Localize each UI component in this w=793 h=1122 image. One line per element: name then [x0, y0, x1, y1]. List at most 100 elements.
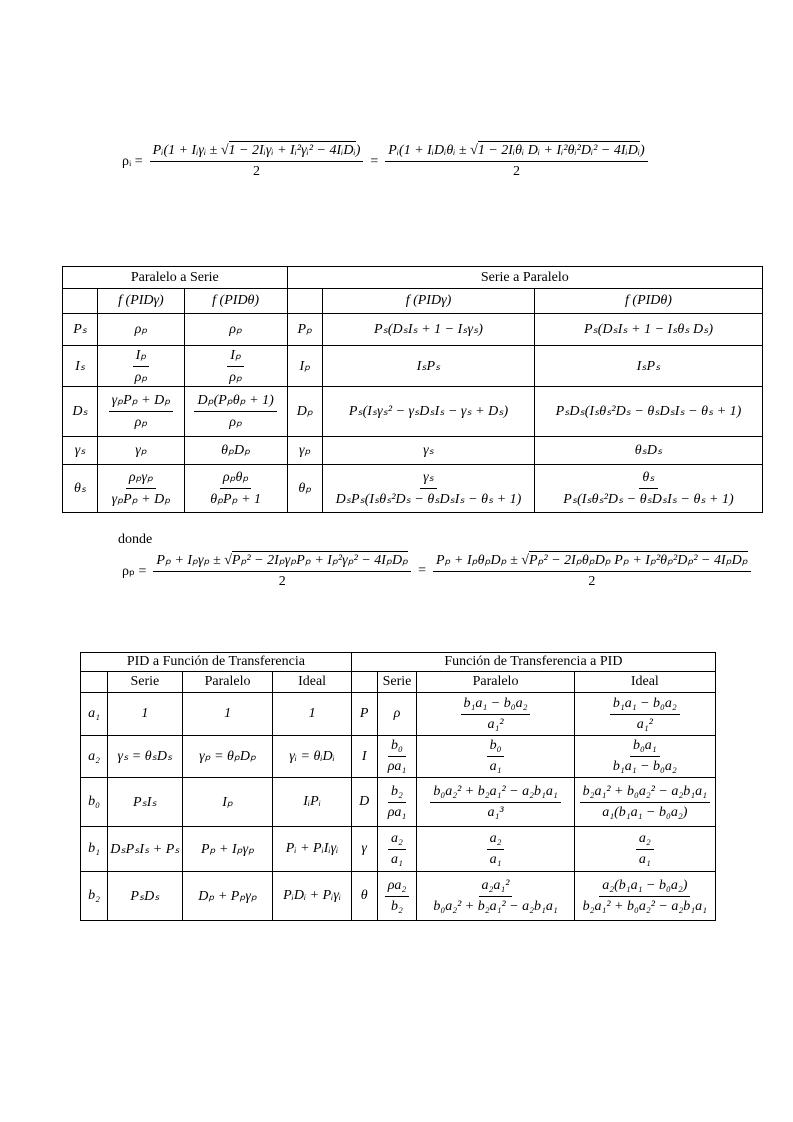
column-header: Ideal	[573, 671, 717, 693]
denominator: γₚPₚ + Dₚ	[111, 492, 171, 507]
fraction: ρₚθₚ θₚPₚ + 1	[207, 469, 264, 508]
fraction: b₂ ρa₁	[385, 784, 410, 821]
fraction: Pₚ + IₚθₚDₚ ± √Pₚ² − 2IₚθₚDₚ Pₚ + Iₚ²θₚ²…	[432, 551, 751, 590]
formula-text: P	[359, 706, 369, 721]
formula-text: 1	[141, 706, 149, 721]
formula-text: IₛPₛ	[636, 358, 661, 374]
formula-text: θₛ	[74, 481, 87, 496]
formula-cell: ρₚ	[183, 313, 288, 346]
fraction: a₂ a₁	[388, 831, 406, 868]
formula-cell: γₚ	[97, 436, 185, 465]
row-label: γ	[350, 826, 378, 872]
formula-text: I	[361, 748, 367, 764]
formula-cell: Dₚ + Pₚγₚ	[181, 871, 274, 921]
denominator: ρₚ	[229, 369, 242, 385]
numerator-prefix: Pᵢ(1 + IᵢDᵢθᵢ ± √	[388, 143, 478, 158]
formula-text: D	[359, 794, 370, 809]
denominator: a₁(b₁a₁ − b₀a₂)	[602, 804, 688, 820]
denominator: DₛPₛ(Iₛθₛ²Dₛ − θₛDₛIₛ − θₛ + 1)	[335, 492, 522, 507]
formula-cell: b₀ a₁	[416, 735, 575, 778]
radicand: 1 − 2Iᵢγᵢ + Iᵢ²γᵢ² − 4IᵢDᵢ	[228, 141, 356, 158]
numerator: ρₚθₚ	[219, 469, 252, 489]
formula-cell: DₛPₛIₛ + Pₛ	[107, 826, 183, 872]
fraction: a₂ a₁	[635, 831, 654, 868]
denominator: b₂a₁² + b₀a₂² − a₂b₁a₁	[582, 898, 707, 914]
fraction: b₂a₁² + b₀a₂² − a₂b₁a₁ a₁(b₁a₁ − b₀a₂)	[579, 784, 710, 821]
denominator: a₁²	[487, 716, 504, 732]
column-header: f (PIDγ)	[321, 288, 535, 314]
denominator: a₁	[489, 851, 502, 867]
denominator: θₚPₚ + 1	[210, 492, 262, 507]
row-label: Pₛ	[61, 313, 99, 346]
fraction: Pᵢ(1 + IᵢDᵢθᵢ ± √1 − 2Iᵢθᵢ Dᵢ + Iᵢ²θᵢ²Dᵢ…	[385, 141, 648, 180]
formula-cell: Iₚ ρₚ	[97, 345, 185, 387]
column-header: f (PIDθ)	[533, 288, 764, 314]
numerator: Iₚ	[227, 347, 244, 367]
row-label: P	[350, 692, 378, 736]
formula-cell: 1	[272, 692, 352, 736]
column-header	[350, 671, 378, 693]
formula-text: DₛPₛIₛ + Pₛ	[110, 841, 180, 857]
numerator: ρa₂	[384, 878, 410, 897]
numerator: b₁a₁ − b₀a₂	[609, 696, 680, 715]
row-label: b₂	[80, 871, 108, 921]
table-row: Iₛ Iₚ ρₚ Iₚ ρₚ Iₚ IₛPₛ IₛPₛ	[61, 345, 764, 387]
formula-cell: b₂ ρa₁	[376, 777, 418, 827]
row-label: Iₛ	[61, 345, 99, 387]
formula-cell: b₁a₁ − b₀a₂ a₁²	[573, 692, 717, 736]
donde-label: donde	[118, 532, 153, 547]
formula-text: θₛDₛ	[634, 443, 663, 458]
numerator-suffix: )	[355, 143, 361, 158]
equals-sign: =	[370, 153, 379, 169]
column-header-text: Serie	[382, 674, 412, 689]
formula-text: Pₛ	[73, 322, 87, 337]
formula-text: γᵢ = θᵢDᵢ	[289, 748, 335, 764]
formula-cell: PₛDₛ(Iₛθₛ²Dₛ − θₛDₛIₛ − θₛ + 1)	[533, 386, 764, 437]
formula-cell: PₛIₛ	[107, 777, 183, 827]
numerator: a₂	[388, 831, 406, 850]
column-header-text: Ideal	[630, 674, 659, 689]
fraction: b₀ ρa₁	[385, 738, 410, 775]
row-label: a₁	[80, 692, 108, 736]
denominator: Pₛ(Iₛθₛ²Dₛ − θₛDₛIₛ − θₛ + 1)	[563, 492, 734, 507]
column-header-text: f (PIDθ)	[212, 293, 260, 308]
numerator-prefix: Pᵢ(1 + Iᵢγᵢ ± √	[152, 143, 229, 158]
formula-text: Iₚ	[222, 794, 233, 810]
numerator-suffix: )	[640, 143, 645, 158]
formula-text: γₛ	[423, 443, 434, 458]
formula-cell: b₀a₂² + b₂a₁² − a₂b₁a₁ a₁³	[416, 777, 575, 827]
radicand: 1 − 2Iᵢθᵢ Dᵢ + Iᵢ²θᵢ²Dᵢ² − 4IᵢDᵢ	[477, 141, 641, 158]
formula-text: PₛIₛ	[133, 794, 157, 810]
table-row: Dₛ γₚPₚ + Dₚ ρₚ Dₚ(Pₚθₚ + 1) ρₚ Dₚ Pₛ(Iₛγₛ² − …	[61, 386, 764, 437]
numerator: b₀a₁	[629, 738, 660, 757]
fraction: b₁a₁ − b₀a₂ a₁²	[609, 696, 680, 733]
fraction: Iₚ ρₚ	[226, 347, 245, 386]
column-header-text: Ideal	[298, 674, 327, 689]
formula-text: Dₛ	[72, 404, 88, 419]
formula-cell: ρₚθₚ θₚPₚ + 1	[183, 464, 288, 513]
formula-text: ρₚ	[229, 322, 242, 337]
numerator: Dₚ(Pₚθₚ + 1)	[194, 392, 277, 412]
formula-text: 1	[308, 706, 316, 721]
formula-text: Pₛ(DₛIₛ + 1 − Iₛγₛ)	[374, 322, 483, 337]
row-label: θₛ	[61, 464, 99, 513]
group-header-left: Paralelo a Serie	[62, 266, 288, 289]
column-header-text: f (PIDγ)	[118, 293, 164, 308]
group-header: Paralelo a Serie	[130, 269, 219, 285]
column-header-text: Serie	[130, 674, 160, 689]
formula-text: γₛ = θₛDₛ	[117, 749, 173, 764]
numerator: b₁a₁ − b₀a₂	[460, 696, 531, 715]
fraction: b₀a₂² + b₂a₁² − a₂b₁a₁ a₁³	[430, 784, 561, 821]
formula-text: Pₚ	[297, 322, 313, 337]
group-header: Función de Transferencia a PID	[444, 654, 623, 669]
denominator: a₁	[489, 759, 502, 774]
formula-text: a₁	[88, 706, 100, 721]
formula-cell: b₀a₁ b₁a₁ − b₀a₂	[573, 735, 717, 778]
numerator: a₂a₁²	[478, 878, 513, 897]
denominator: ρₚ	[134, 415, 148, 430]
formula-cell: θₛ Pₛ(Iₛθₛ²Dₛ − θₛDₛIₛ − θₛ + 1)	[533, 464, 764, 513]
numerator: Pₚ + Iₚγₚ ± √Pₚ² − 2IₚγₚPₚ + Iₚ²γₚ² − 4I…	[153, 551, 412, 572]
fraction: Dₚ(Pₚθₚ + 1) ρₚ	[194, 392, 277, 431]
row-label: γₛ	[61, 436, 99, 465]
formula-cell: Pₛ(DₛIₛ + 1 − Iₛγₛ)	[321, 313, 535, 346]
